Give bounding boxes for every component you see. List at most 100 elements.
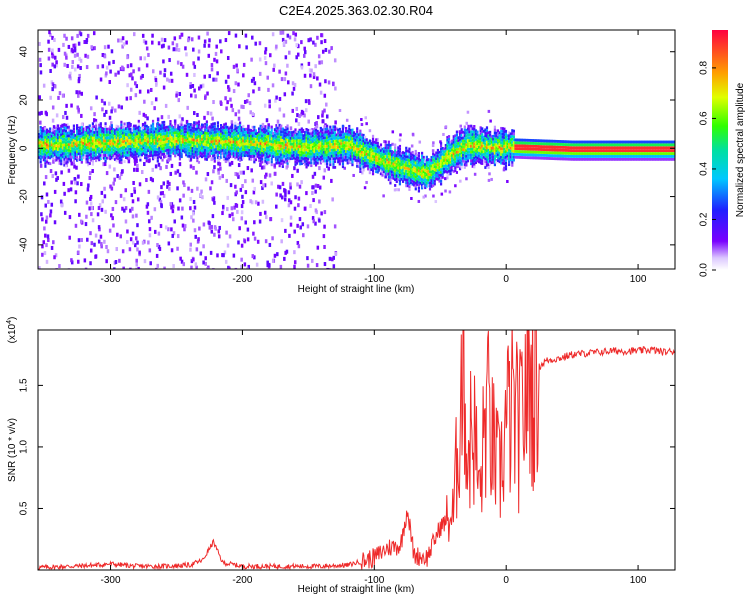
- heatmap-cell: [484, 166, 487, 169]
- heatmap-cell: [321, 145, 324, 149]
- heatmap-cell: [376, 141, 379, 145]
- heatmap-cell: [446, 138, 449, 142]
- heatmap-cell: [195, 247, 199, 252]
- heatmap-cell: [221, 134, 224, 138]
- heatmap-cell: [500, 129, 503, 133]
- heatmap-cell: [362, 157, 365, 160]
- heatmap-cell: [446, 159, 449, 163]
- heatmap-cell: [148, 158, 151, 163]
- heatmap-cell: [129, 148, 132, 151]
- heatmap-cell: [302, 142, 305, 146]
- heatmap-cell: [311, 154, 314, 158]
- heatmap-cell: [212, 128, 215, 132]
- heatmap-cell: [189, 155, 193, 158]
- heatmap-cell: [322, 234, 326, 239]
- heatmap-cell: [262, 165, 266, 170]
- heatmap-cell: [180, 152, 183, 156]
- heatmap-cell: [171, 41, 175, 46]
- heatmap-cell: [509, 152, 512, 156]
- heatmap-cell: [253, 143, 256, 147]
- heatmap-cell: [503, 162, 506, 166]
- heatmap-cell: [257, 201, 260, 206]
- heatmap-cell: [294, 32, 298, 37]
- heatmap-cell: [333, 154, 337, 158]
- heatmap-cell: [147, 146, 150, 150]
- heatmap-cell: [80, 91, 84, 96]
- heatmap-cell: [228, 266, 231, 269]
- heatmap-cell: [242, 148, 245, 151]
- heatmap-cell: [169, 146, 172, 149]
- heatmap-cell: [398, 179, 402, 183]
- heatmap-cell: [74, 139, 77, 143]
- heatmap-cell: [325, 102, 328, 107]
- heatmap-cell: [99, 139, 102, 143]
- heatmap-cell: [485, 132, 489, 135]
- heatmap-cell: [151, 131, 155, 135]
- heatmap-cell: [414, 149, 417, 153]
- heatmap-cell: [432, 141, 435, 145]
- heatmap-cell: [60, 147, 63, 151]
- heatmap-cell: [481, 147, 484, 151]
- heatmap-cell: [265, 146, 269, 150]
- heatmap-cell: [55, 141, 58, 145]
- heatmap-cell: [104, 73, 108, 78]
- heatmap-cell: [394, 178, 397, 182]
- heatmap-cell: [88, 176, 92, 181]
- heatmap-cell: [140, 153, 144, 157]
- heatmap-cell: [287, 203, 291, 208]
- heatmap-cell: [348, 136, 351, 140]
- heatmap-cell: [264, 239, 268, 244]
- heatmap-cell: [506, 145, 509, 149]
- heatmap-cell: [151, 137, 155, 140]
- heatmap-cell: [74, 190, 78, 195]
- heatmap-cell: [419, 167, 422, 171]
- heatmap-cell: [477, 157, 481, 161]
- heatmap-cell: [112, 139, 115, 143]
- heatmap-cell: [101, 144, 104, 148]
- heatmap-cell: [60, 156, 63, 160]
- heatmap-cell: [188, 157, 191, 161]
- heatmap-cell: [75, 147, 79, 151]
- heatmap-cell: [234, 136, 237, 140]
- heatmap-cell: [117, 154, 120, 158]
- heatmap-cell: [201, 135, 204, 138]
- heatmap-cell: [297, 203, 300, 208]
- heatmap-cell: [75, 141, 79, 145]
- heatmap-cell: [272, 134, 275, 138]
- heatmap-cell: [413, 180, 416, 184]
- heatmap-cell: [235, 137, 239, 141]
- heatmap-cell: [151, 119, 155, 123]
- heatmap-cell: [41, 144, 44, 148]
- heatmap-cell: [45, 160, 49, 164]
- heatmap-cell: [213, 142, 216, 146]
- heatmap-cell: [288, 151, 291, 154]
- heatmap-cell: [261, 157, 264, 161]
- heatmap-cell: [52, 134, 55, 137]
- heatmap-cell: [208, 154, 212, 158]
- heatmap-cell: [125, 156, 128, 159]
- heatmap-cell: [137, 154, 140, 158]
- heatmap-cell: [360, 145, 364, 148]
- heatmap-cell: [425, 164, 428, 168]
- heatmap-cell: [286, 133, 289, 136]
- heatmap-cell: [326, 133, 329, 137]
- heatmap-cell: [386, 172, 389, 176]
- heatmap-cell: [479, 140, 482, 144]
- heatmap-cell: [153, 130, 156, 134]
- heatmap-cell: [155, 147, 158, 151]
- heatmap-cell: [218, 162, 222, 167]
- heatmap-cell: [477, 143, 481, 146]
- heatmap-cell: [379, 157, 383, 161]
- heatmap-cell: [444, 149, 447, 153]
- heatmap-cell: [439, 147, 443, 151]
- heatmap-cell: [102, 156, 106, 160]
- heatmap-cell: [490, 138, 493, 141]
- heatmap-cell: [436, 151, 440, 155]
- heatmap-cell: [55, 138, 58, 142]
- heatmap-cell: [376, 144, 379, 148]
- heatmap-cell: [458, 138, 462, 142]
- heatmap-cell: [185, 136, 188, 139]
- heatmap-cell: [476, 150, 479, 154]
- heatmap-cell: [240, 216, 244, 221]
- heatmap-cell: [383, 147, 386, 151]
